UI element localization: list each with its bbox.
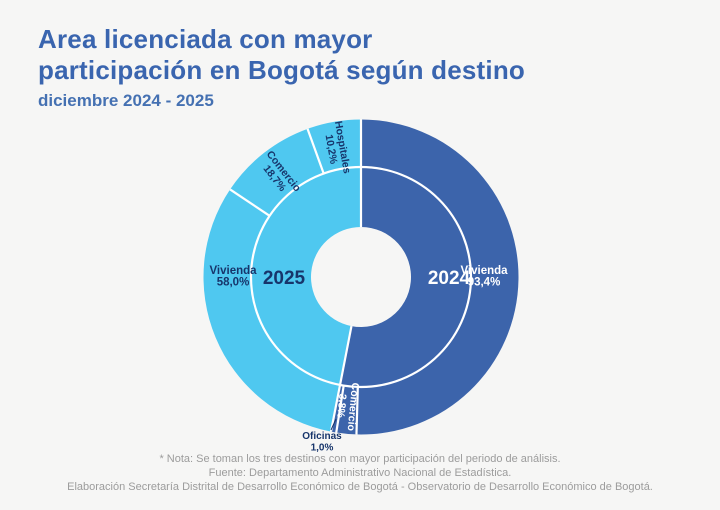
inner-ring-2025 <box>251 167 361 385</box>
segment-divider <box>355 386 359 435</box>
segment-label-2024-comercio: Comercio3,8% <box>333 381 361 431</box>
page-title: Area licenciada con mayor participación … <box>38 24 678 86</box>
footer-elaboration: Elaboración Secretaría Distrital de Desa… <box>67 481 653 493</box>
ring-label-2025: 2025 <box>263 268 306 289</box>
title-line-1: Area licenciada con mayor <box>38 24 373 54</box>
segment-2025-hospitales <box>307 119 361 174</box>
footer-source: Fuente: Departamento Administrativo Naci… <box>208 467 512 479</box>
leader-line-oficinas <box>330 418 337 431</box>
segment-2025-vivienda <box>203 189 341 432</box>
segment-divider <box>229 188 271 217</box>
segment-label-2025-vivienda: Vivienda 58,0% <box>209 265 257 289</box>
segment-label-2024-vivienda: Vivienda 93,4% <box>460 265 508 289</box>
segment-divider <box>335 385 345 433</box>
segment-2024-vivienda <box>356 119 519 435</box>
segment-label-2024-oficinas: Oficinas 1,0% <box>302 431 342 454</box>
segment-2025-comercio <box>230 128 324 216</box>
segment-divider <box>306 128 325 174</box>
subtitle: diciembre 2024 - 2025 <box>38 91 214 110</box>
ring-label-2024: 2024 <box>428 268 471 289</box>
year-boundary-2025 <box>329 325 353 432</box>
segment-2024-comercio <box>336 385 358 435</box>
inner-ring-2024 <box>340 167 472 388</box>
header: Area licenciada con mayor participación … <box>38 24 678 111</box>
footer-note: * Nota: Se toman los tres destinos con m… <box>159 453 561 465</box>
title-line-2: participación en Bogotá según destino <box>38 55 526 85</box>
footer: * Nota: Se toman los tres destinos con m… <box>0 452 720 494</box>
